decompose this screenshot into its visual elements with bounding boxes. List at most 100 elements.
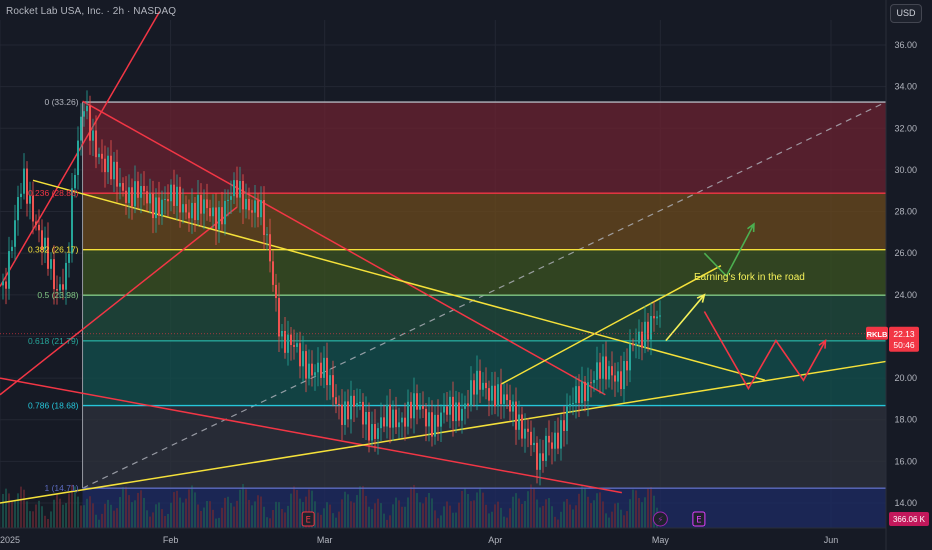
price-badge-value: 22.13 — [893, 329, 915, 339]
volume-bar — [491, 511, 493, 528]
candle-body — [275, 284, 277, 299]
candle-body — [497, 384, 499, 407]
volume-bar — [143, 497, 145, 528]
volume-bar — [269, 518, 271, 528]
volume-bar — [524, 501, 526, 528]
fib-level-label: 0.5 (23.98) — [37, 290, 78, 300]
volume-bar — [299, 498, 301, 528]
candle-body — [425, 408, 427, 427]
candle-body — [503, 394, 505, 404]
price-badge — [889, 326, 919, 352]
candle-body — [134, 181, 136, 207]
candle-body — [245, 198, 247, 210]
volume-bar — [359, 486, 361, 528]
volume-bar — [551, 506, 553, 528]
event-markers: E ⚡ E — [301, 511, 706, 527]
volume-bar — [488, 513, 490, 528]
candle-body — [422, 405, 424, 409]
candle-body — [284, 330, 286, 353]
candle-body — [476, 370, 478, 395]
volume-bar — [317, 512, 319, 528]
candle-body — [299, 343, 301, 367]
candle-body — [74, 174, 76, 189]
candle-body — [329, 375, 331, 386]
volume-bar — [470, 501, 472, 528]
candle-body — [467, 403, 469, 406]
candle-body — [575, 386, 577, 404]
candle-body — [230, 196, 232, 200]
candle-body — [356, 403, 358, 407]
candle-body — [389, 404, 391, 428]
volume-bar — [119, 497, 121, 528]
currency-button[interactable]: USD — [890, 4, 922, 23]
candle-body — [137, 181, 139, 198]
candle-body — [254, 200, 256, 213]
volume-bar — [482, 492, 484, 528]
volume-bar — [308, 489, 310, 528]
trend-line — [0, 11, 161, 287]
candle-body — [227, 199, 229, 201]
candle-body — [611, 366, 613, 376]
candle-body — [443, 406, 445, 413]
candle-body — [500, 384, 502, 404]
volume-bar — [164, 516, 166, 528]
time-tick-label: 2025 — [0, 535, 20, 545]
time-tick-label: Feb — [163, 535, 179, 545]
candle-body — [515, 401, 517, 430]
volume-bar — [218, 517, 220, 528]
volume-bar — [353, 502, 355, 528]
candle-body — [614, 375, 616, 382]
candle-body — [188, 212, 190, 219]
volume-bar — [38, 500, 40, 528]
candle-body — [14, 220, 16, 247]
candle-body — [494, 385, 496, 407]
candle-body — [101, 153, 103, 159]
projection-path — [665, 294, 706, 342]
candle-body — [224, 200, 226, 225]
fib-levels — [82, 101, 886, 489]
candle-body — [362, 401, 364, 425]
candle-body — [527, 428, 529, 432]
time-tick-label: Apr — [488, 535, 502, 545]
volume-bar — [245, 489, 247, 528]
time-tick-label: May — [652, 535, 670, 545]
volume-bar — [449, 505, 451, 528]
volume-bar — [131, 502, 133, 528]
candle-body — [146, 191, 148, 204]
candle-body — [602, 356, 604, 379]
candle-body — [458, 402, 460, 421]
candle-body — [206, 199, 208, 209]
candle-body — [302, 351, 304, 367]
candle-body — [455, 402, 457, 422]
fib-zones — [82, 102, 887, 528]
volume-bar — [614, 503, 616, 528]
candle-body — [416, 393, 418, 410]
volume-bar — [248, 499, 250, 528]
volume-bar — [542, 505, 544, 528]
volume-bar — [608, 517, 610, 528]
candle-body — [47, 237, 49, 269]
fib-zone — [82, 249, 887, 296]
candle-body — [290, 334, 292, 345]
volume-bar — [53, 499, 55, 528]
candle-body — [269, 234, 271, 262]
candle-body — [581, 381, 583, 403]
volume-bar — [80, 505, 82, 528]
candle-body — [647, 321, 649, 340]
volume-bar — [464, 487, 466, 528]
volume-bar — [206, 500, 208, 528]
candle-body — [71, 188, 73, 254]
candle-body — [512, 401, 514, 412]
candle-body — [221, 207, 223, 225]
candle-body — [518, 414, 520, 430]
volume-bar — [149, 516, 151, 528]
candle-body — [176, 186, 178, 206]
candle-body — [23, 168, 25, 194]
volume-bar — [251, 505, 253, 528]
candle-body — [317, 362, 319, 373]
candle-body — [287, 334, 289, 353]
candle-body — [209, 208, 211, 217]
volume-bar — [368, 506, 370, 528]
candle-body — [407, 401, 409, 427]
